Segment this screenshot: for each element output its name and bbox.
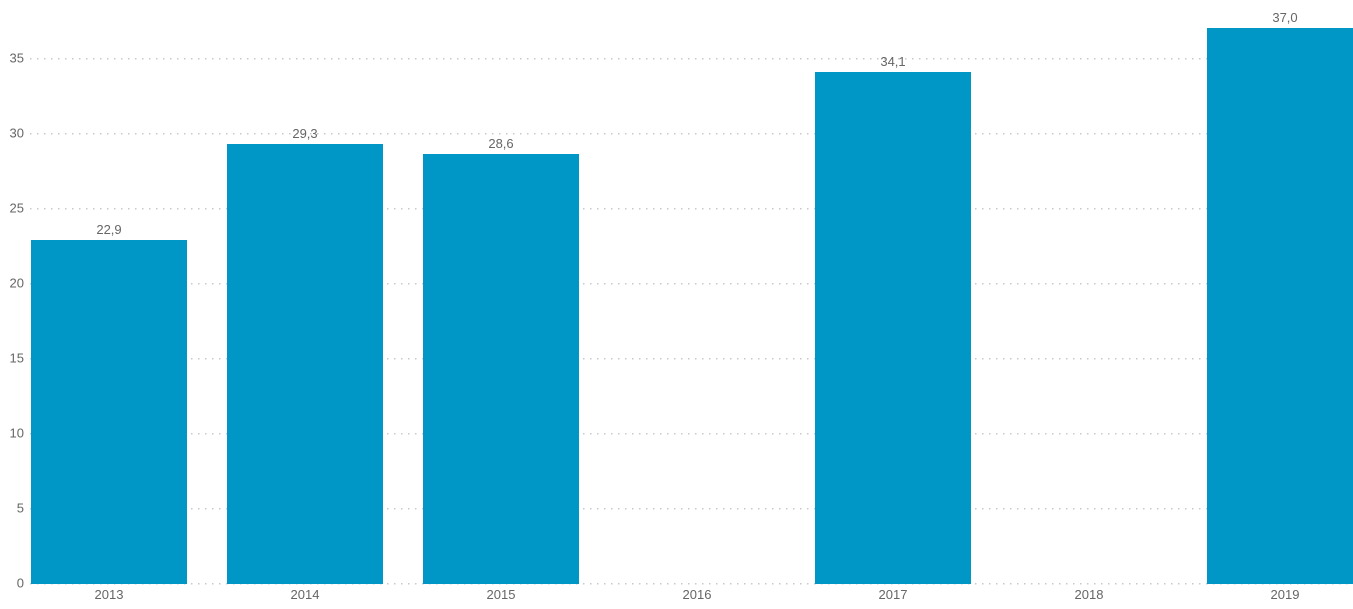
gridline [30, 133, 1353, 135]
x-tick-label: 2013 [94, 587, 124, 602]
bar-2019[interactable] [1207, 28, 1353, 584]
gridline [30, 283, 1353, 285]
y-tick-label: 5 [16, 500, 24, 516]
x-tick-label: 2015 [486, 587, 516, 602]
bar-value-label: 22,9 [96, 221, 122, 237]
bar-2014[interactable] [227, 143, 383, 584]
gridline [30, 208, 1353, 210]
x-tick-label: 2018 [1074, 587, 1104, 602]
bar-value-label: 29,3 [292, 125, 318, 141]
bar-2017[interactable] [815, 71, 971, 584]
x-tick-label: 2017 [878, 587, 908, 602]
bar-2015[interactable] [423, 154, 579, 584]
x-tick-label: 2019 [1270, 587, 1300, 602]
y-tick-label: 35 [9, 50, 24, 66]
gridline [30, 358, 1353, 360]
gridline [30, 433, 1353, 435]
bar-2013[interactable] [31, 239, 187, 584]
y-tick-label: 0 [16, 575, 24, 591]
y-tick-label: 10 [9, 425, 24, 441]
y-tick-label: 15 [9, 350, 24, 366]
x-tick-label: 2016 [682, 587, 712, 602]
y-tick-label: 20 [9, 275, 24, 291]
gridline [30, 583, 1353, 585]
bar-value-label: 37,0 [1272, 10, 1298, 25]
gridline [30, 508, 1353, 510]
x-tick-label: 2014 [290, 587, 320, 602]
y-tick-label: 30 [9, 125, 24, 141]
bar-value-label: 34,1 [880, 53, 906, 69]
bar-value-label: 28,6 [488, 136, 514, 151]
y-tick-label: 25 [9, 200, 24, 216]
gridline [30, 58, 1353, 60]
